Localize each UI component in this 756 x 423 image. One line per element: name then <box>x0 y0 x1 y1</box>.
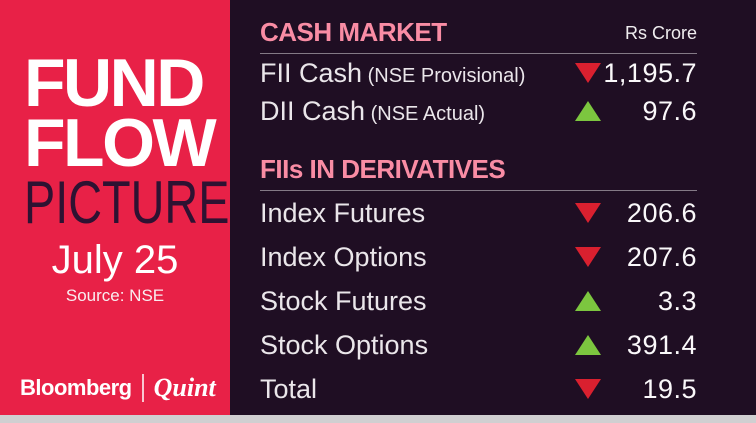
section-title: FIIs IN DERIVATIVES <box>260 154 506 184</box>
row-value: 1,195.7 <box>603 57 697 88</box>
row-value: 3.3 <box>657 285 697 316</box>
cash-market-rows: FII Cash (NSE Provisional) 1,195.7 DII Cas… <box>260 54 697 130</box>
title-line-picture: PICTURE <box>24 169 230 236</box>
row-label: Stock Options <box>260 329 429 360</box>
title-line-flow: FLOW <box>24 105 217 181</box>
data-row-total: Total 19.5 <box>260 367 697 411</box>
row-label: Index Options <box>260 241 427 272</box>
row-value: 207.6 <box>626 241 697 272</box>
row-sublabel: (NSE Provisional) <box>362 64 526 87</box>
left-panel: FUND FLOW PICTURE July 25 Source: NSE Bl… <box>0 0 230 415</box>
row-label: Index Futures <box>260 197 426 228</box>
row-value: 19.5 <box>642 373 697 404</box>
row-label: DII Cash (NSE Actual) <box>260 95 486 126</box>
section-header-cash-market: CASH MARKET Rs Crore <box>260 17 697 54</box>
data-row-fii-cash: FII Cash (NSE Provisional) 1,195.7 <box>260 54 697 92</box>
derivatives-rows: Index Futures 206.6 Index Options 207.6 Stoc… <box>260 191 697 411</box>
down-triangle-icon <box>575 203 601 223</box>
quint-wordmark: Quint <box>153 373 216 402</box>
data-row-stock-options: Stock Options 391.4 <box>260 323 697 367</box>
row-label: Stock Futures <box>260 285 427 316</box>
masthead-title: FUND FLOW PICTURE <box>24 45 230 236</box>
down-triangle-icon <box>575 247 601 267</box>
row-value: 206.6 <box>626 197 697 228</box>
bottom-strip <box>0 415 756 423</box>
data-row-stock-futures: Stock Futures 3.3 <box>260 279 697 323</box>
title-line-fund: FUND <box>24 45 205 121</box>
up-triangle-icon <box>575 101 601 121</box>
date-label: July 25 <box>51 238 179 282</box>
unit-label: Rs Crore <box>624 23 697 43</box>
down-triangle-icon <box>575 379 601 399</box>
row-label: FII Cash (NSE Provisional) <box>260 57 526 88</box>
logo-divider <box>141 374 144 402</box>
up-triangle-icon <box>575 335 601 355</box>
bloomberg-quint-logo: Bloomberg Quint <box>20 373 216 403</box>
data-panel: CASH MARKET Rs Crore FII Cash (NSE Provi… <box>230 0 756 415</box>
data-row-index-futures: Index Futures 206.6 <box>260 191 697 235</box>
data-row-index-options: Index Options 207.6 <box>260 235 697 279</box>
section-title: CASH MARKET <box>260 17 447 47</box>
section-header-fiis-derivatives: FIIs IN DERIVATIVES <box>260 154 697 191</box>
row-sublabel: (NSE Actual) <box>365 102 486 125</box>
row-value: 97.6 <box>642 95 697 126</box>
bloomberg-wordmark: Bloomberg <box>20 375 132 400</box>
data-row-dii-cash: DII Cash (NSE Actual) 97.6 <box>260 92 697 130</box>
row-label: Total <box>260 373 318 404</box>
down-triangle-icon <box>575 63 601 83</box>
up-triangle-icon <box>575 291 601 311</box>
source-label: Source: NSE <box>65 286 165 305</box>
row-value: 391.4 <box>626 329 697 360</box>
